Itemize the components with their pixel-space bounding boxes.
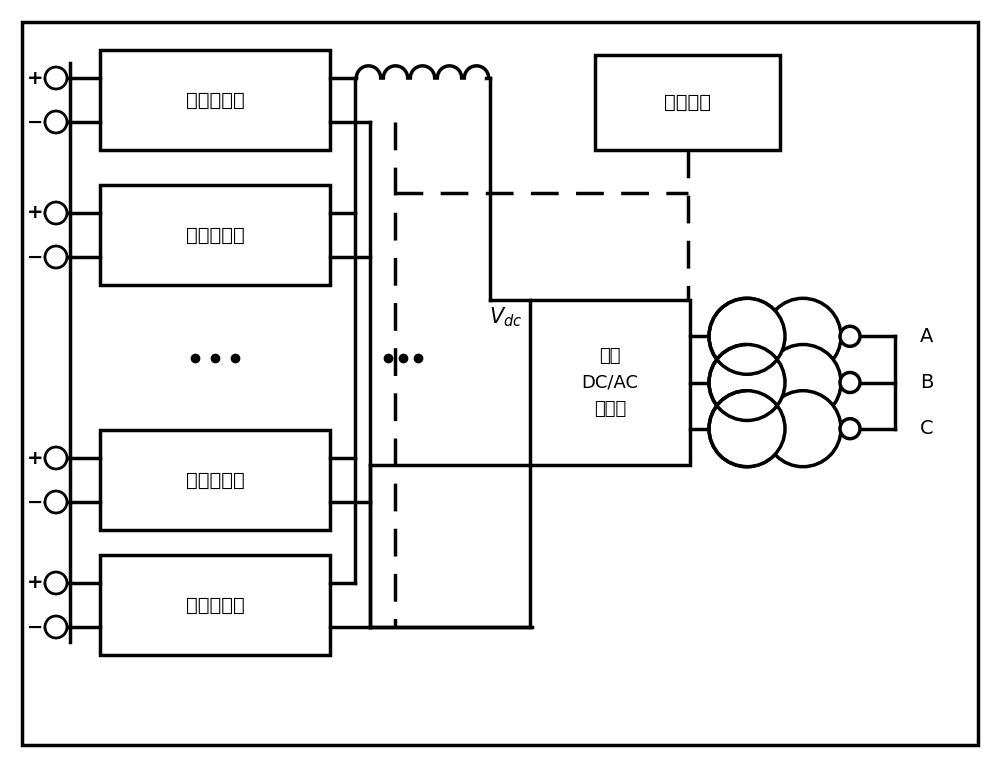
Text: 模组变换器: 模组变换器 <box>186 225 244 245</box>
Wedge shape <box>747 390 785 466</box>
Bar <box>595 55 780 150</box>
Bar <box>100 430 330 530</box>
Text: $V_{dc}$: $V_{dc}$ <box>489 305 522 328</box>
Text: 双向
DC/AC
变换器: 双向 DC/AC 变换器 <box>582 347 639 418</box>
Circle shape <box>840 326 860 346</box>
Circle shape <box>765 344 841 420</box>
Circle shape <box>45 572 67 594</box>
Text: 模组变换器: 模组变换器 <box>186 595 244 614</box>
Text: +: + <box>27 203 43 222</box>
Bar <box>100 185 330 285</box>
Circle shape <box>45 447 67 469</box>
Text: C: C <box>920 420 934 438</box>
Bar <box>100 50 330 150</box>
Text: B: B <box>920 373 933 392</box>
Circle shape <box>709 390 785 466</box>
Text: +: + <box>27 68 43 87</box>
Text: +: + <box>27 449 43 468</box>
Circle shape <box>45 111 67 133</box>
Circle shape <box>709 298 785 374</box>
Bar <box>100 555 330 655</box>
Text: 模组变换器: 模组变换器 <box>186 91 244 110</box>
Circle shape <box>45 67 67 89</box>
Text: −: − <box>27 492 43 512</box>
Text: −: − <box>27 113 43 131</box>
Circle shape <box>45 616 67 638</box>
Wedge shape <box>747 344 785 420</box>
Circle shape <box>709 344 785 420</box>
Text: 控制系统: 控制系统 <box>664 93 711 112</box>
Circle shape <box>840 419 860 439</box>
Circle shape <box>45 246 67 268</box>
Text: +: + <box>27 574 43 592</box>
Text: −: − <box>27 617 43 637</box>
Wedge shape <box>747 298 785 374</box>
Bar <box>530 300 690 465</box>
Text: 模组变换器: 模组变换器 <box>186 470 244 489</box>
Circle shape <box>765 298 841 374</box>
Circle shape <box>45 202 67 224</box>
Text: −: − <box>27 248 43 266</box>
Circle shape <box>840 373 860 393</box>
Circle shape <box>45 491 67 513</box>
Circle shape <box>765 390 841 466</box>
Text: A: A <box>920 327 933 346</box>
